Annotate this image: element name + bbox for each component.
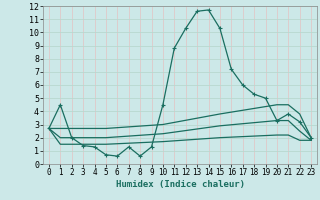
X-axis label: Humidex (Indice chaleur): Humidex (Indice chaleur) (116, 180, 244, 189)
